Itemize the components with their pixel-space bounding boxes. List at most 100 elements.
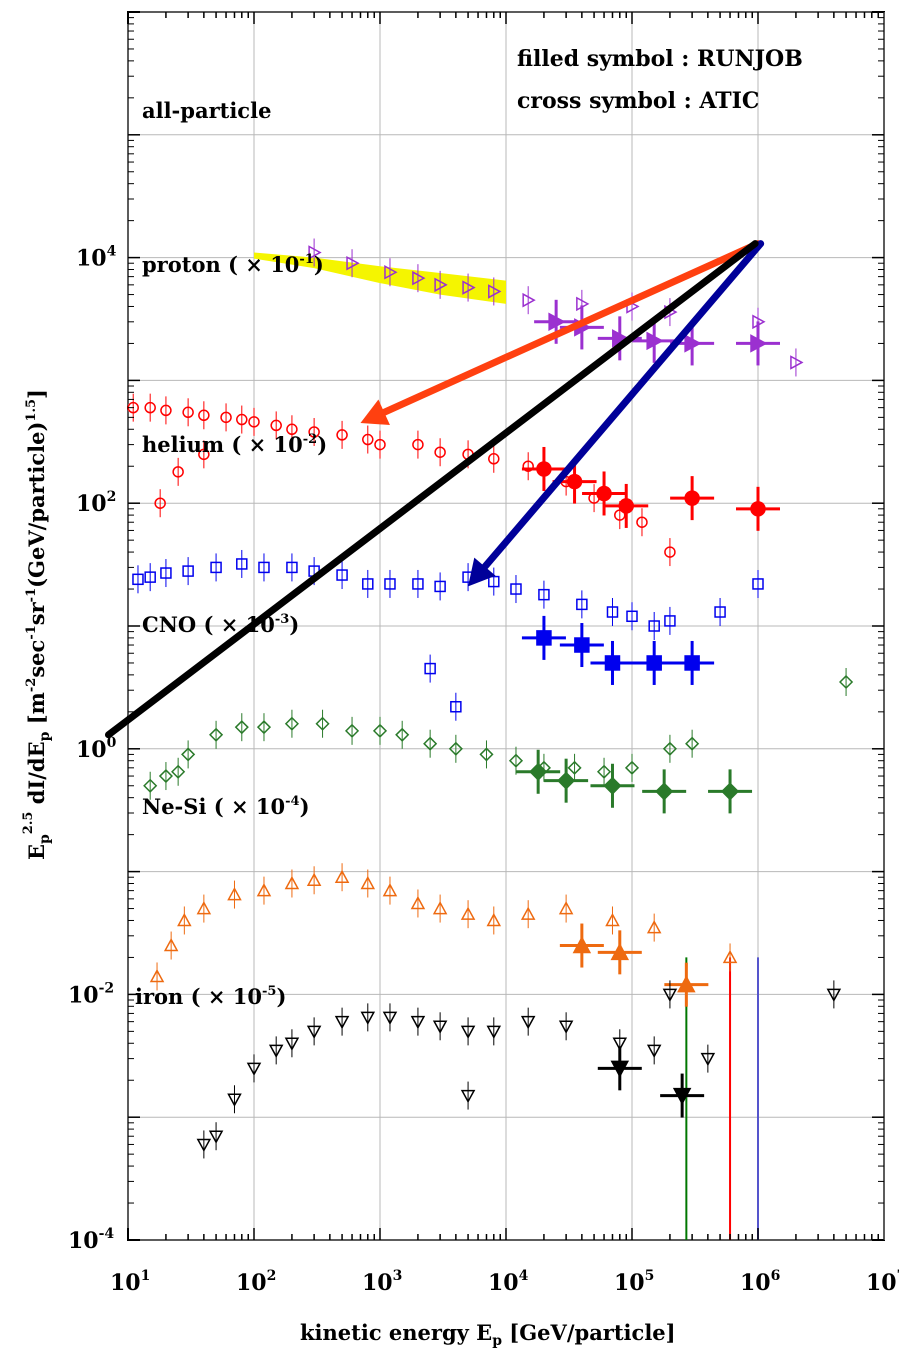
- data-point: [664, 546, 676, 558]
- data-point: [132, 573, 144, 586]
- data-point: [315, 716, 330, 731]
- data-point: [256, 720, 272, 735]
- data-point: [488, 453, 500, 465]
- data-point: [672, 1087, 692, 1106]
- data-point: [382, 883, 398, 897]
- data-point: [548, 312, 566, 332]
- data-point: [685, 736, 700, 751]
- data-point: [336, 569, 348, 581]
- data-point: [177, 912, 192, 927]
- data-point: [752, 578, 764, 590]
- data-point: [462, 280, 476, 295]
- x-tick-label: 101: [110, 1268, 150, 1296]
- data-point: [160, 404, 172, 417]
- data-point: [236, 558, 248, 570]
- series-label: iron ( × 10-5): [135, 984, 286, 1009]
- data-point: [362, 433, 374, 446]
- data-point: [486, 1025, 502, 1039]
- data-point: [610, 942, 630, 961]
- data-point: [144, 571, 156, 583]
- series-labels: all-particle proton ( × 10-1) helium ( × 1…: [135, 98, 327, 1009]
- data-point: [160, 567, 172, 579]
- tick-labels: 101 102 103 104 105 106 107 10-4 10-2 100 102 104: [68, 244, 899, 1296]
- data-point: [362, 578, 374, 590]
- data-point: [684, 655, 700, 671]
- data-point: [606, 606, 619, 618]
- data-point: [536, 630, 552, 646]
- legend: filled symbol : RUNJOB cross symbol : AT…: [517, 46, 803, 114]
- data-point: [246, 1062, 262, 1076]
- data-point: [181, 747, 196, 762]
- data-point: [286, 561, 298, 574]
- data-point: [450, 701, 462, 713]
- data-point: [572, 935, 592, 954]
- data-point: [529, 762, 548, 781]
- data-point: [154, 497, 166, 509]
- data-point: [604, 655, 621, 671]
- data-point: [558, 901, 574, 915]
- data-point: [284, 875, 300, 890]
- data-point: [624, 760, 640, 775]
- data-point: [270, 419, 282, 432]
- data-point: [172, 466, 184, 478]
- series-label: Ne-Si ( × 10-4): [142, 794, 310, 819]
- data-point: [722, 949, 738, 964]
- data-point: [268, 1044, 284, 1058]
- data-point: [220, 411, 232, 424]
- data-point: [344, 723, 360, 738]
- data-point: [196, 901, 212, 915]
- data-point: [198, 409, 210, 422]
- data-point: [171, 764, 186, 779]
- annotation-arrow-line: [481, 240, 765, 571]
- data-point: [410, 895, 426, 910]
- series-label: proton ( × 10-1): [142, 252, 324, 277]
- data-point: [839, 674, 854, 690]
- data-point: [360, 1011, 376, 1025]
- data-point: [374, 438, 386, 451]
- data-point: [336, 429, 348, 441]
- data-point: [522, 292, 536, 308]
- data-point: [158, 768, 173, 784]
- data-point: [163, 937, 179, 952]
- data-point: [612, 1037, 628, 1051]
- data-point: [664, 615, 676, 627]
- data-point: [334, 869, 350, 883]
- data-point: [488, 284, 502, 299]
- x-tick-label: 106: [740, 1268, 780, 1296]
- data-point: [520, 906, 536, 920]
- x-axis-title: kinetic energy Ep [GeV/particle]: [300, 1320, 676, 1349]
- data-point: [395, 727, 410, 742]
- data-point: [646, 655, 662, 671]
- data-point: [508, 753, 524, 768]
- data-point: [603, 776, 622, 795]
- data-point: [566, 473, 583, 490]
- data-point: [610, 1060, 630, 1078]
- y-tick-label: 102: [76, 489, 116, 517]
- data-point: [700, 1052, 716, 1067]
- data-point: [227, 1093, 242, 1107]
- x-tick-label: 102: [236, 1268, 276, 1296]
- all-particle-band-shape: [254, 252, 506, 304]
- annotation-line: [104, 240, 759, 739]
- data-point: [576, 598, 588, 611]
- data-point: [308, 426, 320, 438]
- data-point: [308, 245, 322, 260]
- data-point: [182, 406, 194, 419]
- data-point: [460, 906, 476, 920]
- legend-line-2: cross symbol : ATIC: [517, 88, 759, 114]
- data-point: [596, 485, 612, 502]
- data-point: [646, 920, 662, 934]
- data-points: [127, 238, 854, 1159]
- data-point: [750, 501, 766, 517]
- data-point: [334, 1015, 350, 1030]
- data-point: [227, 887, 242, 901]
- y-tick-label: 10-4: [68, 1226, 114, 1254]
- svg-text:Ep2.5 dI/dEp [m-2sec-1sr-1(Ge: Ep2.5 dI/dEp [m-2sec-1sr-1(GeV/particle)…: [21, 389, 53, 860]
- annotation-arrow-line: [380, 240, 762, 416]
- tick-marks: [127, 11, 884, 1241]
- y-tick-label: 100: [76, 735, 117, 763]
- data-point: [248, 416, 260, 428]
- data-point: [412, 438, 424, 451]
- data-point: [605, 912, 620, 927]
- data-point: [522, 460, 534, 472]
